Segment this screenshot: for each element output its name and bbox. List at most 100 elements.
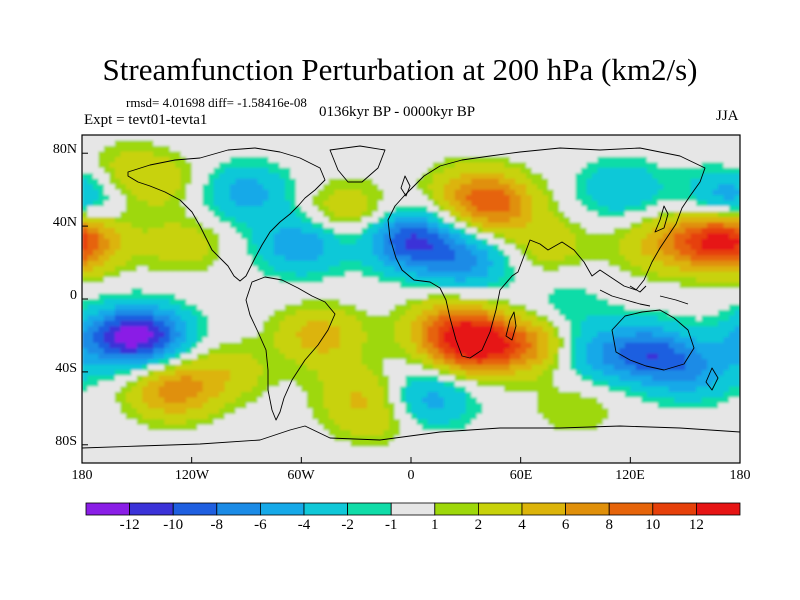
field-cell bbox=[542, 167, 549, 174]
field-cell bbox=[389, 178, 396, 185]
field-cell bbox=[685, 331, 692, 338]
field-cell bbox=[570, 222, 577, 229]
field-cell bbox=[356, 222, 363, 229]
field-cell bbox=[729, 222, 736, 229]
field-cell bbox=[120, 331, 127, 338]
field-cell bbox=[279, 266, 286, 273]
field-cell bbox=[323, 277, 330, 284]
field-cell bbox=[257, 255, 264, 262]
field-cell bbox=[125, 304, 132, 311]
field-cell bbox=[312, 200, 319, 207]
field-cell bbox=[394, 304, 401, 311]
field-cell bbox=[367, 195, 374, 202]
field-cell bbox=[295, 293, 302, 300]
field-cell bbox=[559, 331, 566, 338]
field-cell bbox=[509, 145, 516, 152]
field-cell bbox=[718, 348, 725, 355]
field-cell bbox=[284, 200, 291, 207]
field-cell bbox=[213, 238, 220, 245]
field-cell bbox=[257, 140, 264, 147]
field-cell bbox=[509, 299, 516, 306]
field-cell bbox=[498, 266, 505, 273]
field-cell bbox=[619, 217, 626, 224]
field-cell bbox=[219, 162, 226, 169]
field-cell bbox=[109, 195, 116, 202]
field-cell bbox=[306, 326, 313, 333]
field-cell bbox=[690, 145, 697, 152]
field-cell bbox=[646, 222, 653, 229]
field-cell bbox=[624, 304, 631, 311]
field-cell bbox=[328, 309, 335, 316]
field-cell bbox=[701, 217, 708, 224]
field-cell bbox=[487, 217, 494, 224]
field-cell bbox=[630, 244, 637, 251]
field-cell bbox=[197, 271, 204, 278]
field-cell bbox=[241, 173, 248, 180]
field-cell bbox=[438, 266, 445, 273]
field-cell bbox=[114, 167, 121, 174]
field-cell bbox=[729, 266, 736, 273]
field-cell bbox=[169, 337, 176, 344]
field-cell bbox=[213, 178, 220, 185]
field-cell bbox=[290, 277, 297, 284]
field-cell bbox=[367, 260, 374, 267]
field-cell bbox=[734, 244, 740, 251]
field-cell bbox=[131, 249, 138, 256]
field-cell bbox=[548, 282, 555, 289]
field-cell bbox=[575, 195, 582, 202]
field-cell bbox=[136, 271, 143, 278]
field-cell bbox=[613, 173, 620, 180]
field-cell bbox=[295, 178, 302, 185]
field-cell bbox=[158, 233, 165, 240]
field-cell bbox=[586, 271, 593, 278]
field-cell bbox=[701, 309, 708, 316]
field-cell bbox=[531, 206, 538, 213]
field-cell bbox=[273, 353, 280, 360]
field-cell bbox=[411, 195, 418, 202]
field-cell bbox=[624, 156, 631, 163]
field-cell bbox=[471, 293, 478, 300]
field-cell bbox=[427, 178, 434, 185]
field-cell bbox=[241, 315, 248, 322]
field-cell bbox=[580, 326, 588, 333]
field-cell bbox=[334, 348, 341, 355]
field-cell bbox=[723, 162, 730, 169]
field-cell bbox=[208, 173, 215, 180]
field-cell bbox=[257, 326, 264, 333]
field-cell bbox=[317, 227, 324, 234]
field-cell bbox=[471, 145, 478, 152]
field-cell bbox=[652, 255, 659, 262]
field-cell bbox=[191, 233, 198, 240]
field-cell bbox=[92, 255, 100, 262]
field-cell bbox=[580, 151, 588, 158]
field-cell bbox=[635, 222, 642, 229]
field-cell bbox=[432, 189, 440, 196]
field-cell bbox=[597, 162, 604, 169]
field-cell bbox=[361, 255, 368, 262]
field-cell bbox=[696, 326, 703, 333]
field-cell bbox=[114, 140, 121, 147]
field-cell bbox=[591, 217, 599, 224]
field-cell bbox=[734, 200, 740, 207]
field-cell bbox=[356, 156, 363, 163]
field-cell bbox=[323, 167, 330, 174]
field-cell bbox=[339, 249, 346, 256]
field-cell bbox=[197, 233, 204, 240]
field-cell bbox=[131, 348, 138, 355]
field-cell bbox=[147, 359, 154, 366]
field-cell bbox=[476, 145, 483, 152]
field-cell bbox=[230, 151, 237, 158]
field-cell bbox=[493, 244, 500, 251]
field-cell bbox=[208, 227, 215, 234]
field-cell bbox=[142, 222, 149, 229]
field-cell bbox=[103, 282, 111, 289]
field-cell bbox=[652, 320, 659, 327]
field-cell bbox=[400, 299, 407, 306]
field-cell bbox=[416, 189, 423, 196]
field-cell bbox=[175, 173, 182, 180]
field-cell bbox=[559, 320, 566, 327]
field-cell bbox=[454, 227, 461, 234]
field-cell bbox=[580, 315, 588, 322]
field-cell bbox=[208, 266, 215, 273]
field-cell bbox=[361, 189, 368, 196]
